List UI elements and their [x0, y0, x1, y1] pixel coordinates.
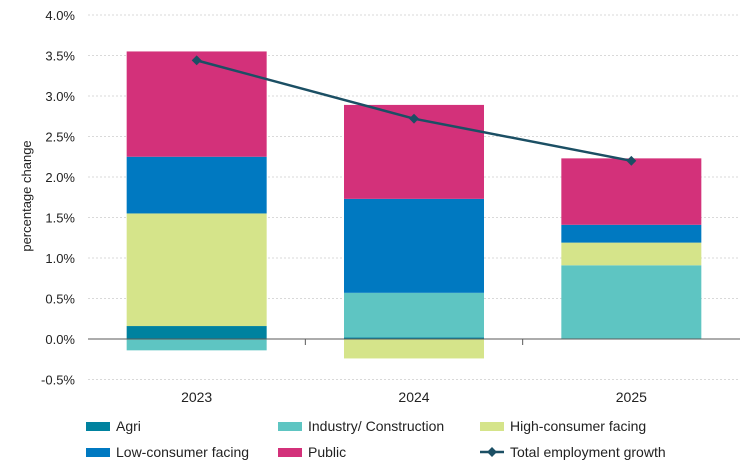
legend-label: Agri [116, 418, 141, 434]
bar-segment [561, 265, 702, 339]
y-tick-label: 4.0% [45, 8, 75, 23]
y-tick-label: -0.5% [41, 373, 75, 388]
line-point [626, 155, 637, 166]
legend-label: Low-consumer facing [116, 444, 250, 460]
legend-item-public: Public [278, 444, 346, 460]
bar-segment [126, 326, 267, 339]
y-tick-label: 0.0% [45, 332, 75, 347]
legend-swatch [86, 447, 110, 457]
bar-segment [344, 292, 484, 338]
legend-item-low-consumer: Low-consumer facing [86, 444, 249, 460]
bar-segment [344, 337, 484, 339]
legend-swatch [278, 447, 302, 457]
y-tick-label: 3.0% [45, 89, 75, 104]
legend-item-high-consumer: High-consumer facing [480, 418, 646, 434]
y-tick-label: 1.5% [45, 211, 75, 226]
legend-swatch [86, 421, 110, 431]
y-tick-label: 2.5% [45, 130, 75, 145]
legend-label: Industry/ Construction [308, 418, 445, 434]
bar-segment [126, 213, 267, 327]
x-tick-label: 2024 [398, 389, 429, 405]
line-point [191, 55, 202, 66]
legend-swatch [278, 421, 302, 431]
y-axis-label: percentage change [19, 140, 34, 251]
bar-segment [126, 156, 267, 214]
y-tick-label: 0.5% [45, 292, 75, 307]
y-tick-label: 2.0% [45, 170, 75, 185]
legend-item-total: Total employment growth [480, 444, 666, 460]
bar-segment [126, 51, 267, 157]
y-tick-label: 3.5% [45, 49, 75, 64]
bar-segment [561, 224, 702, 243]
legend-label: Total employment growth [510, 444, 666, 460]
bar-segment [344, 339, 484, 359]
legend-item-agri: Agri [86, 418, 141, 434]
y-tick-label: 1.0% [45, 251, 75, 266]
bar-segment [561, 242, 702, 266]
x-tick-label: 2025 [616, 389, 647, 405]
legend-swatch [480, 421, 504, 431]
bar-segment [561, 158, 702, 225]
legend-label: High-consumer facing [510, 418, 647, 434]
legend-label: Public [308, 444, 347, 460]
x-tick-label: 2023 [181, 389, 212, 405]
legend-line-marker [480, 447, 504, 457]
bar-segment [126, 339, 267, 351]
bar-segment [344, 198, 484, 293]
legend-item-industry: Industry/ Construction [278, 418, 444, 434]
